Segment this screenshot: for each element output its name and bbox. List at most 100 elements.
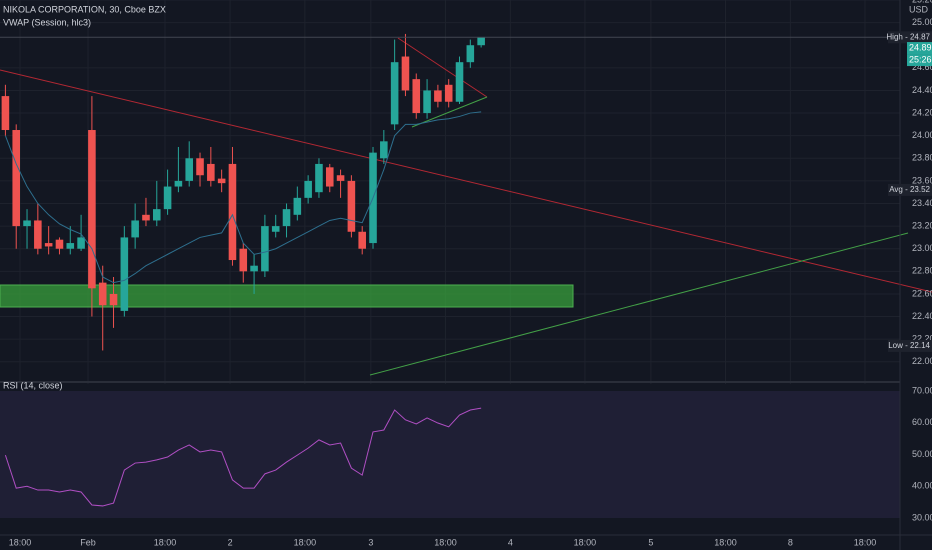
y-tick-label: 24.40 xyxy=(912,85,932,95)
candle-body xyxy=(120,237,129,311)
rsi-band xyxy=(0,390,900,519)
triangle-upper xyxy=(397,37,488,98)
x-tick-label: 8 xyxy=(788,537,793,547)
candle-body xyxy=(109,293,118,306)
candle-body xyxy=(455,62,464,102)
candle-body xyxy=(444,84,453,102)
candle-body xyxy=(477,37,485,46)
support-zone xyxy=(0,284,574,308)
candle-body xyxy=(152,209,161,221)
countdown: 25:26 xyxy=(909,54,932,64)
candle-body xyxy=(228,163,237,261)
price-label: Low - 22.14 xyxy=(888,341,930,350)
candle-body xyxy=(34,220,42,249)
countdown-box xyxy=(907,54,932,67)
x-tick-label: 18:00 xyxy=(854,537,877,547)
rsi-band-fill xyxy=(0,390,900,519)
y-tick-label: 60.00 xyxy=(912,417,932,427)
candle-body xyxy=(55,239,64,249)
candle-body xyxy=(131,220,139,238)
candle-body xyxy=(466,45,475,63)
y-tick-label: 22.00 xyxy=(912,356,932,366)
trendline-up xyxy=(369,232,909,376)
candle-body xyxy=(315,163,323,193)
candle-body xyxy=(23,220,31,227)
candle-body xyxy=(423,90,431,114)
candle-body xyxy=(261,226,269,272)
last-price-box xyxy=(907,42,932,55)
y-tick-label: 25.20 xyxy=(912,0,932,4)
candle-body xyxy=(185,158,193,181)
candle-body xyxy=(217,178,226,184)
y-tick-label: 23.20 xyxy=(912,220,932,230)
rsi-line xyxy=(4,407,482,507)
price-label: Avg - 23.52 xyxy=(889,185,930,194)
candle-body xyxy=(293,197,302,215)
vwap-line xyxy=(4,111,482,284)
candle-body xyxy=(347,180,356,232)
axis: 18:00 Feb 18:00 2 18:00 3 18:00 4 18:00 5 18:00 8 18… xyxy=(9,0,932,547)
y-tick-label: 22.20 xyxy=(912,334,932,344)
candle-body xyxy=(325,167,334,187)
y-tick-label: 22.80 xyxy=(912,266,932,276)
y-tick-label: 50.00 xyxy=(912,449,932,459)
x-tick-label: 4 xyxy=(508,537,513,547)
candle-body xyxy=(380,141,388,159)
candle-body xyxy=(336,175,345,181)
candle-body xyxy=(358,231,366,249)
y-tick-label: 23.60 xyxy=(912,175,932,185)
rsi-title: RSI (14, close) xyxy=(3,380,63,390)
x-tick-label: 2 xyxy=(228,537,233,547)
price-label-box xyxy=(888,183,932,196)
candle-body xyxy=(239,248,248,272)
candle-body xyxy=(66,243,75,249)
candle-body xyxy=(142,214,150,221)
price-label: High - 24.87 xyxy=(886,32,930,41)
y-tick-label: 24.20 xyxy=(912,107,932,117)
candle-body xyxy=(304,180,312,198)
chart-title: NIKOLA CORPORATION, 30, Cboe BZX xyxy=(3,4,166,14)
candle-body xyxy=(163,186,172,210)
candle-body xyxy=(196,158,204,176)
y-tick-label: 70.00 xyxy=(912,385,932,395)
candle-body xyxy=(207,163,215,181)
price-label-box xyxy=(888,31,932,44)
y-tick-label: 30.00 xyxy=(912,512,932,522)
x-tick-label: 18:00 xyxy=(154,537,177,547)
candle-body xyxy=(98,282,107,306)
x-tick-label: 18:00 xyxy=(574,537,597,547)
y-tick-label: 25.00 xyxy=(912,17,932,27)
candle-body xyxy=(250,265,258,272)
x-tick-label: 3 xyxy=(368,537,373,547)
x-tick-label: 18:00 xyxy=(434,537,457,547)
x-tick-label: 18:00 xyxy=(294,537,317,547)
triangle-lower xyxy=(411,96,488,128)
candle-body xyxy=(271,226,280,232)
y-tick-label: 24.00 xyxy=(912,130,932,140)
candle-body xyxy=(412,79,421,114)
y-tick-label: 23.40 xyxy=(912,198,932,208)
trendline-down xyxy=(0,69,932,293)
y-tick-label: 24.60 xyxy=(912,62,932,72)
plot xyxy=(0,33,900,507)
rsi-pane xyxy=(0,384,900,535)
x-tick-label: Feb xyxy=(80,537,96,547)
price-label-box xyxy=(888,339,932,352)
last-price: 24.89 xyxy=(909,42,932,52)
currency: USD xyxy=(909,4,929,14)
x-tick-label: 18:00 xyxy=(714,537,737,547)
x-tick-label: 5 xyxy=(648,537,653,547)
candle-body xyxy=(1,96,10,131)
candle-body xyxy=(401,56,410,91)
candle-body xyxy=(174,180,183,187)
candle-body xyxy=(44,243,53,247)
y-tick-label: 22.60 xyxy=(912,288,932,298)
candle-body xyxy=(77,237,85,249)
y-tick-label: 23.80 xyxy=(912,153,932,163)
y-tick-label: 40.00 xyxy=(912,481,932,491)
indicator-title: VWAP (Session, hlc3) xyxy=(3,17,91,27)
x-tick-label: 18:00 xyxy=(9,537,32,547)
y-tick-label: 22.40 xyxy=(912,311,932,321)
